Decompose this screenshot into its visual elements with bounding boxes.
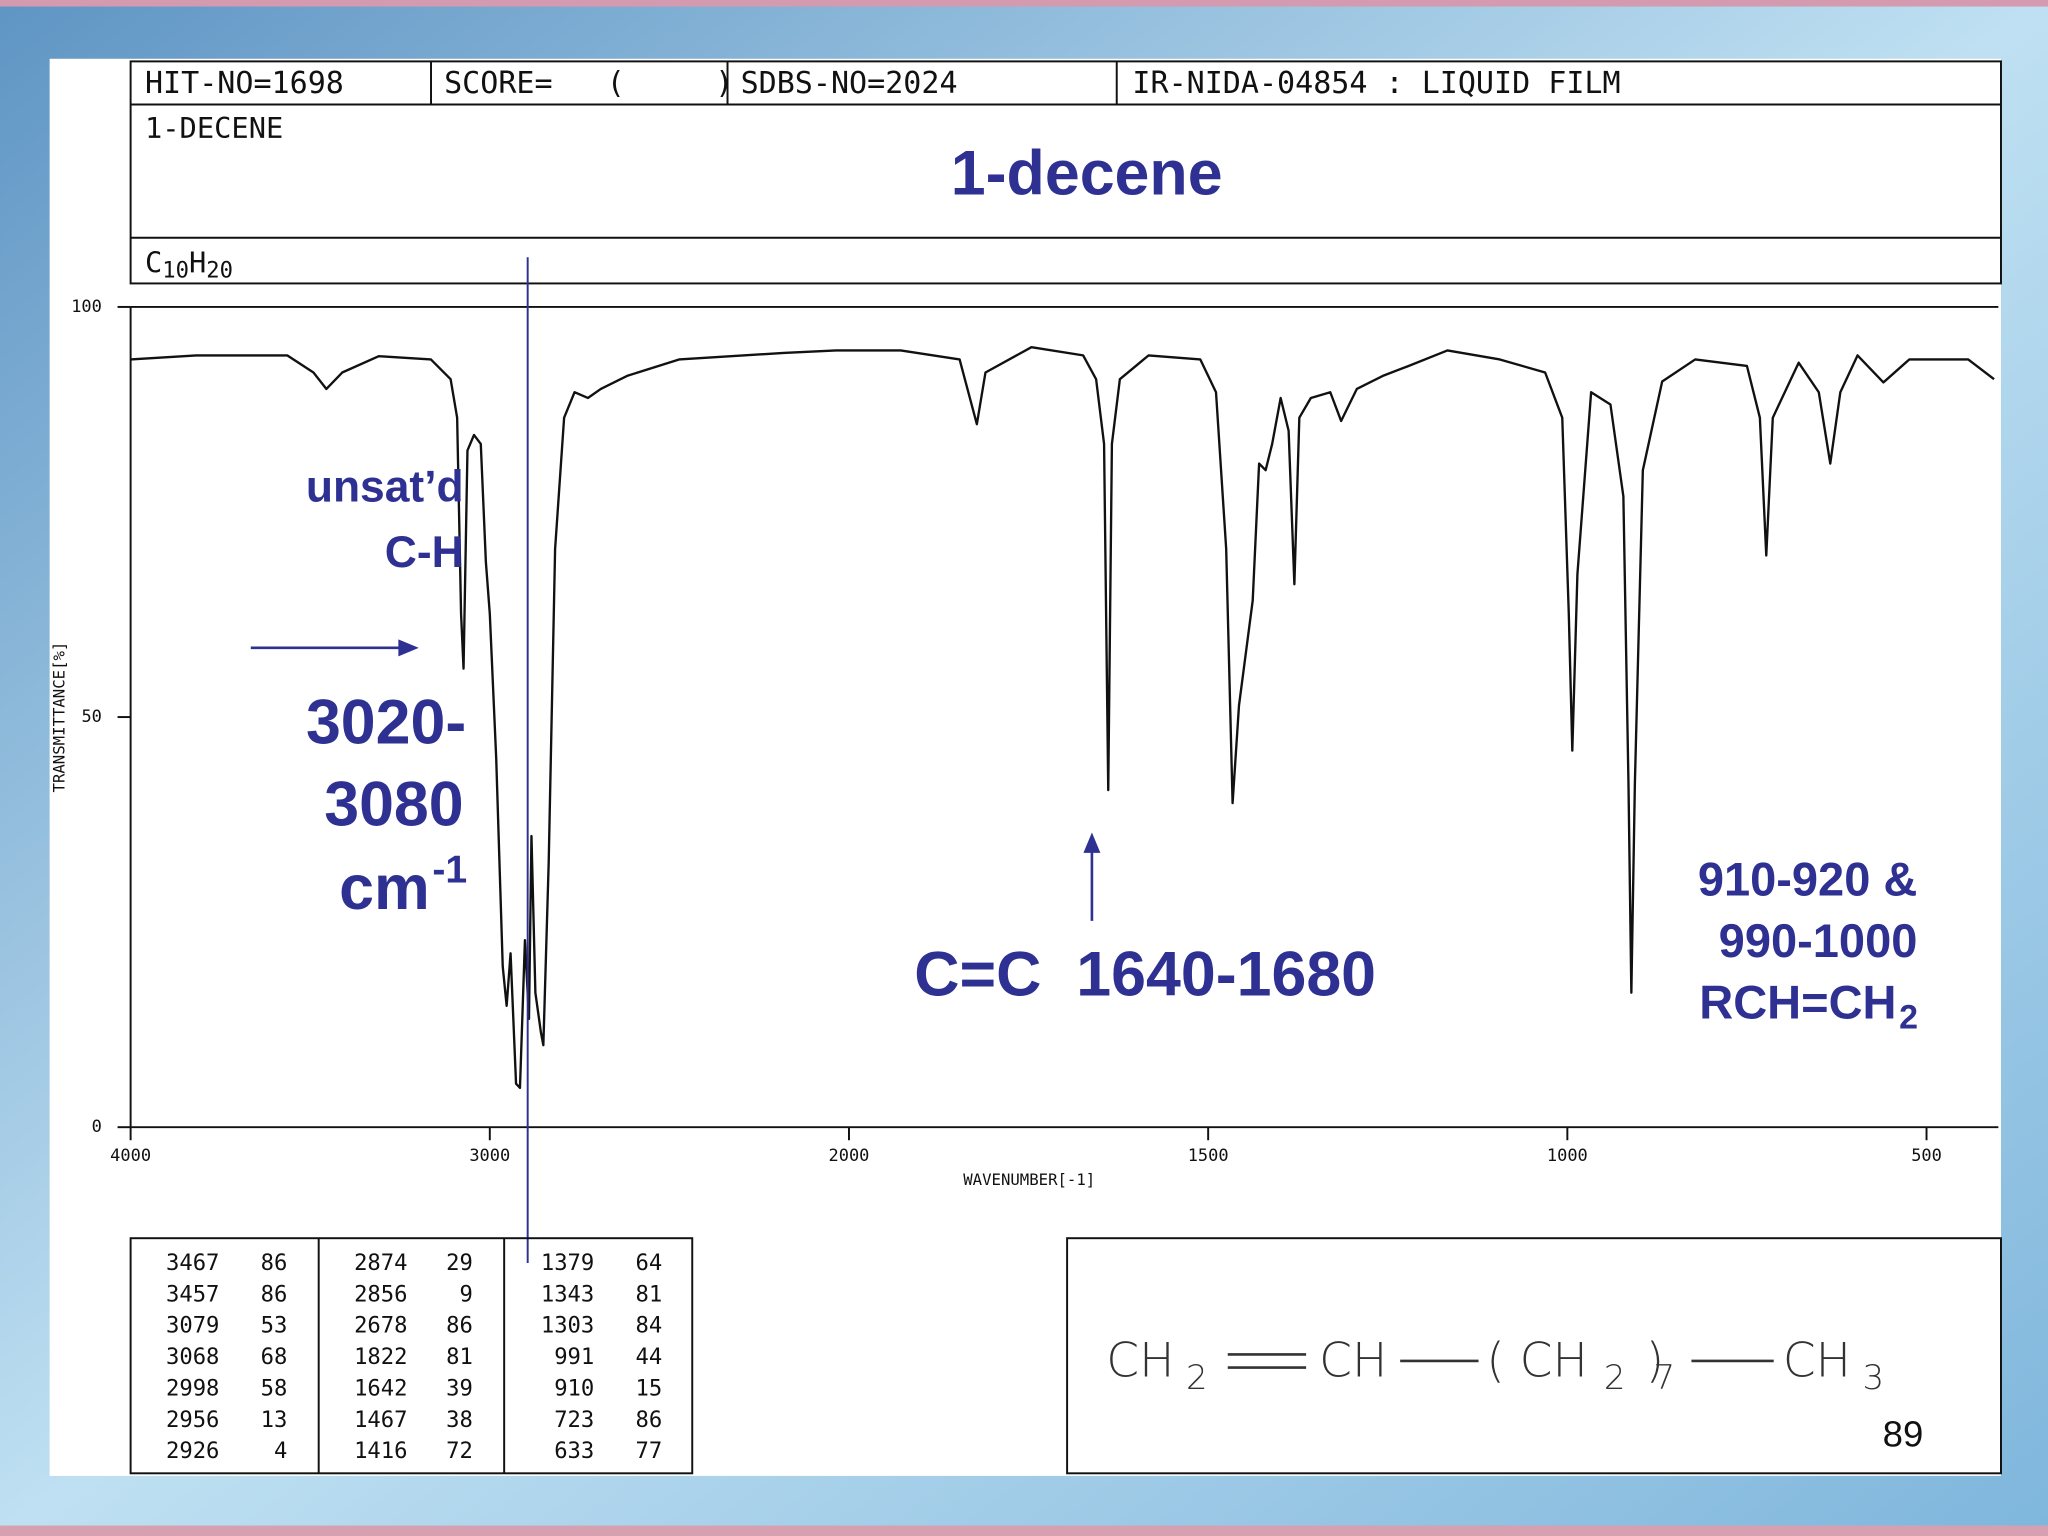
peak-transmittance: 29 xyxy=(446,1250,473,1276)
x-tick-label: 2000 xyxy=(829,1146,870,1166)
peak-wavenumber: 2956 xyxy=(166,1407,219,1433)
top-stripe xyxy=(0,0,2048,7)
structure-part: ( CH xyxy=(1486,1333,1587,1388)
structure-part: ) xyxy=(1646,1333,1664,1388)
peak-transmittance: 53 xyxy=(261,1313,288,1339)
peak-wavenumber: 1343 xyxy=(541,1281,594,1307)
peak-wavenumber: 991 xyxy=(554,1344,594,1370)
x-tick-label: 1000 xyxy=(1547,1146,1588,1166)
header-frame xyxy=(129,60,2002,285)
peak-wavenumber: 633 xyxy=(554,1438,594,1464)
structure-frame xyxy=(1066,1237,2002,1475)
formula-part: 10 xyxy=(162,257,189,283)
peak-wavenumber: 3079 xyxy=(166,1313,219,1339)
structure-part: 2 xyxy=(1604,1358,1626,1398)
annotation: 3020- xyxy=(306,687,466,757)
peak-wavenumber: 1467 xyxy=(354,1407,407,1433)
peak-transmittance: 15 xyxy=(635,1375,662,1401)
formula: C10H20 xyxy=(145,246,233,284)
score: SCORE= ( ) xyxy=(444,66,733,101)
peak-wavenumber: 1303 xyxy=(541,1313,594,1339)
peak-wavenumber: 2678 xyxy=(354,1313,407,1339)
peak-transmittance: 84 xyxy=(635,1313,662,1339)
annotation: C-H xyxy=(385,528,464,577)
peak-transmittance: 13 xyxy=(261,1407,288,1433)
peak-wavenumber: 2856 xyxy=(354,1281,407,1307)
annotation: C=C 1640-1680 xyxy=(914,939,1376,1009)
peak-wavenumber: 3068 xyxy=(166,1344,219,1370)
peak-transmittance: 81 xyxy=(446,1344,473,1370)
structure-part: 2 xyxy=(1186,1358,1208,1398)
x-axis-label: WAVENUMBER[-1] xyxy=(963,1170,1095,1189)
compound-name: 1-DECENE xyxy=(145,111,283,145)
sdbs-no: SDBS-NO=2024 xyxy=(741,66,958,101)
x-tick-label: 500 xyxy=(1911,1146,1942,1166)
y-tick-label: 0 xyxy=(92,1117,102,1137)
annotation: 2 xyxy=(1899,998,1918,1036)
structure-part: CH xyxy=(1783,1333,1851,1388)
x-tick-label: 1500 xyxy=(1188,1146,1229,1166)
spectrum-line xyxy=(130,345,1995,1090)
arrow xyxy=(250,639,419,657)
bonds xyxy=(1227,1353,1774,1369)
annotation: unsat’d xyxy=(306,463,464,512)
structure: CH 2 CH ( CH 2 ) 7 CH 3 xyxy=(1106,1333,1884,1397)
peak-transmittance: 9 xyxy=(459,1281,472,1307)
formula-part: C xyxy=(145,246,162,280)
panel xyxy=(49,58,2001,1476)
arrow xyxy=(1083,832,1101,921)
structure-part: CH xyxy=(1319,1333,1387,1388)
peak-wavenumber: 2998 xyxy=(166,1375,219,1401)
y-tick-label: 100 xyxy=(71,297,102,317)
peak-wavenumber: 1642 xyxy=(354,1375,407,1401)
structure-part: 3 xyxy=(1863,1358,1885,1398)
peak-wavenumber: 3457 xyxy=(166,1281,219,1307)
peak-transmittance: 86 xyxy=(261,1281,288,1307)
peak-wavenumber: 2874 xyxy=(354,1250,407,1276)
method: IR-NIDA-04854 : LIQUID FILM xyxy=(1132,66,1620,101)
peak-wavenumber: 2926 xyxy=(166,1438,219,1464)
formula-part: 20 xyxy=(206,257,233,283)
peak-transmittance: 44 xyxy=(635,1344,662,1370)
bottom-stripe xyxy=(0,1525,2048,1536)
hit-no: HIT-NO=1698 xyxy=(145,66,344,101)
peak-wavenumber: 1822 xyxy=(354,1344,407,1370)
peak-transmittance: 58 xyxy=(261,1375,288,1401)
peak-wavenumber: 1379 xyxy=(541,1250,594,1276)
annotation: RCH=CH xyxy=(1699,975,1896,1028)
peak-transmittance: 72 xyxy=(446,1438,473,1464)
y-axis-label: TRANSMITTANCE[%] xyxy=(49,642,68,793)
peak-wavenumber: 910 xyxy=(554,1375,594,1401)
annotation: 910-920 & xyxy=(1698,853,1918,906)
y-tick-label: 50 xyxy=(81,707,101,727)
x-tick-label: 3000 xyxy=(469,1146,510,1166)
peak-table-frame xyxy=(129,1237,694,1475)
formula-part: H xyxy=(189,246,206,280)
peak-wavenumber: 1416 xyxy=(354,1438,407,1464)
structure-part: CH xyxy=(1106,1333,1174,1388)
peak-transmittance: 86 xyxy=(261,1250,288,1276)
peak-transmittance: 77 xyxy=(635,1438,662,1464)
peak-transmittance: 86 xyxy=(446,1313,473,1339)
peak-wavenumber: 723 xyxy=(554,1407,594,1433)
peak-transmittance: 4 xyxy=(274,1438,287,1464)
peak-transmittance: 39 xyxy=(446,1375,473,1401)
annotation: cm xyxy=(339,853,430,923)
slide-title: 1-decene xyxy=(951,139,1223,209)
peak-transmittance: 68 xyxy=(261,1344,288,1370)
peak-transmittance: 64 xyxy=(635,1250,662,1276)
page-number: 89 xyxy=(1883,1414,1924,1455)
structure-part: 7 xyxy=(1654,1358,1676,1398)
chart: 0 50 100 4000 3000 2000 1500 1000 500 WAVENUMBER[… xyxy=(49,297,1999,1189)
annotation: -1 xyxy=(432,848,467,891)
peak-transmittance: 86 xyxy=(635,1407,662,1433)
peak-wavenumber: 3467 xyxy=(166,1250,219,1276)
annotation: 3080 xyxy=(324,770,463,840)
peak-transmittance: 38 xyxy=(446,1407,473,1433)
peak-transmittance: 81 xyxy=(635,1281,662,1307)
annotation: 990-1000 xyxy=(1719,914,1918,967)
x-tick-label: 4000 xyxy=(110,1146,151,1166)
